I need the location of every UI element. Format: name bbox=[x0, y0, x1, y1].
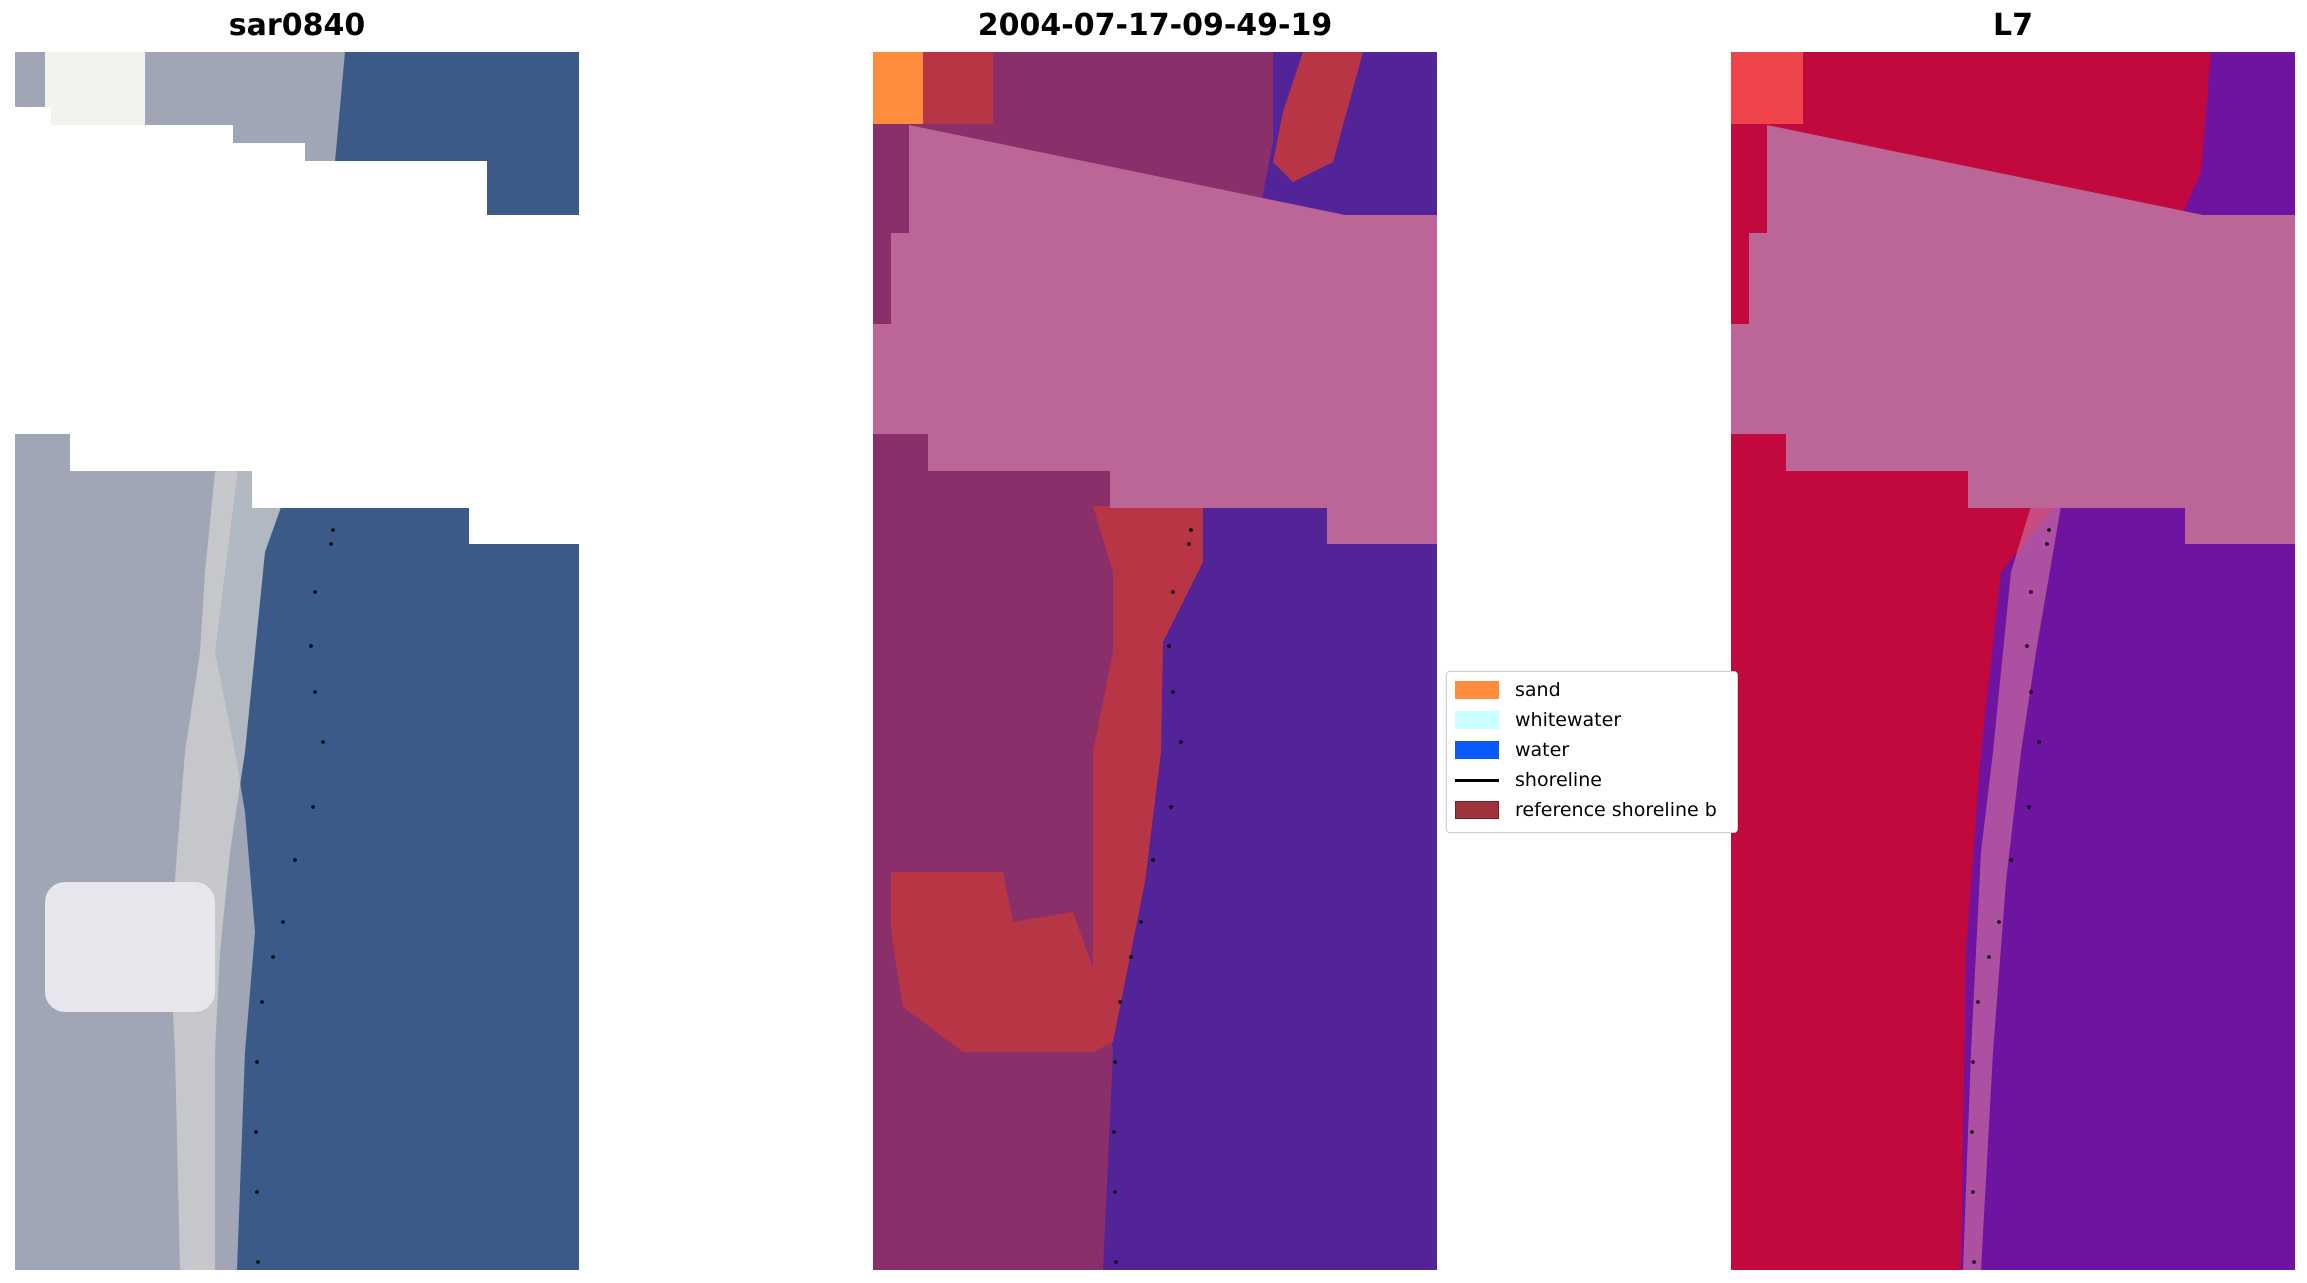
index-image-panel bbox=[1731, 52, 2295, 1270]
cls-cloud bbox=[873, 125, 1437, 544]
cls-sand bbox=[873, 52, 928, 124]
legend-label-whitewater: whitewater bbox=[1515, 709, 1622, 731]
legend-item-sand: sand bbox=[1455, 678, 1561, 702]
rgb-image-panel bbox=[15, 52, 579, 1270]
rgb-beach bbox=[170, 412, 315, 1270]
legend-label-water: water bbox=[1515, 739, 1570, 761]
sand-swatch bbox=[1455, 681, 1499, 699]
shoreline-line-swatch bbox=[1455, 778, 1499, 782]
rgb-nodata-mask bbox=[15, 107, 579, 544]
water-swatch bbox=[1455, 741, 1499, 759]
legend-label-reference-shoreline: reference shoreline b bbox=[1515, 799, 1717, 821]
idx-beach bbox=[1963, 506, 2061, 1270]
legend-item-whitewater: whitewater bbox=[1455, 708, 1621, 732]
classified-image-panel bbox=[873, 52, 1437, 1270]
legend-item-water: water bbox=[1455, 738, 1569, 762]
idx-shoreline bbox=[1970, 528, 2051, 1264]
legend-label-sand: sand bbox=[1515, 679, 1561, 701]
rgb-cloud-top bbox=[45, 52, 145, 132]
rgb-shoreline bbox=[254, 528, 335, 1264]
cls-buffer-top bbox=[923, 52, 993, 124]
idx-top-orange bbox=[1731, 52, 1803, 124]
legend-item-shoreline: shoreline bbox=[1455, 768, 1602, 792]
cls-buffer bbox=[1093, 506, 1203, 1052]
cls-buffer-patch bbox=[891, 872, 1105, 1052]
panel-title-rgb: sar0840 bbox=[228, 8, 366, 43]
rgb-cloud-bright bbox=[45, 882, 215, 1012]
legend-label-shoreline: shoreline bbox=[1515, 769, 1602, 791]
panel-title-index: L7 bbox=[1993, 8, 2033, 43]
legend: sand whitewater water shoreline referenc… bbox=[1446, 671, 1738, 833]
reference-shoreline-swatch bbox=[1455, 801, 1499, 819]
legend-item-reference-shoreline: reference shoreline b bbox=[1455, 798, 1717, 822]
cls-shoreline bbox=[1112, 528, 1193, 1264]
whitewater-swatch bbox=[1455, 711, 1499, 729]
cls-buffer-top-right bbox=[1273, 52, 1363, 182]
idx-cloud bbox=[1731, 125, 2295, 544]
panel-title-classified: 2004-07-17-09-49-19 bbox=[977, 8, 1333, 43]
